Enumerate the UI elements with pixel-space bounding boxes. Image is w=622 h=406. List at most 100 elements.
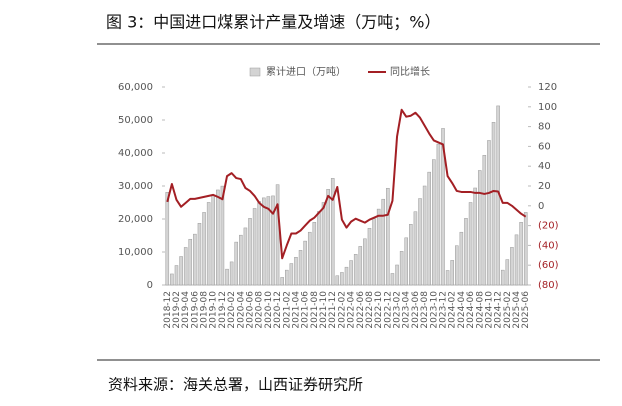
bar bbox=[427, 171, 431, 286]
bar bbox=[284, 269, 289, 286]
x-tick-label: 2020-06 bbox=[246, 291, 256, 329]
x-tick-label: 2022-06 bbox=[356, 291, 366, 329]
bar bbox=[422, 185, 427, 286]
bar bbox=[464, 218, 468, 286]
y2-tick-label: (40) bbox=[538, 240, 559, 251]
y2-tick-label: 0 bbox=[538, 201, 544, 212]
x-tick-label: 2019-06 bbox=[190, 291, 200, 329]
bar bbox=[248, 218, 252, 286]
x-tick-label: 2024-04 bbox=[457, 291, 467, 329]
bar bbox=[441, 128, 445, 286]
bar bbox=[326, 189, 330, 286]
bar bbox=[487, 140, 491, 286]
bar bbox=[243, 227, 248, 286]
bar bbox=[413, 211, 418, 286]
y-tick-label: 20,000 bbox=[118, 214, 153, 225]
bar bbox=[510, 247, 514, 286]
x-tick-label: 2020-08 bbox=[255, 291, 265, 329]
y-tick-label: 0 bbox=[147, 280, 153, 291]
x-tick-label: 2019-12 bbox=[218, 291, 228, 329]
bar bbox=[376, 208, 381, 286]
legend-swatch bbox=[249, 67, 261, 77]
bar bbox=[229, 261, 234, 286]
bar bbox=[262, 197, 266, 286]
bar bbox=[455, 245, 459, 286]
x-tick-label: 2022-08 bbox=[365, 291, 375, 329]
bar bbox=[473, 187, 477, 286]
bar bbox=[303, 240, 307, 286]
bar bbox=[266, 196, 271, 286]
x-tick-label: 2023-12 bbox=[438, 291, 448, 329]
bar bbox=[298, 250, 303, 286]
y2-tick-label: 60 bbox=[538, 141, 551, 152]
y-tick-label: 30,000 bbox=[118, 181, 153, 192]
bar bbox=[294, 257, 298, 286]
bar bbox=[409, 224, 413, 286]
bar bbox=[183, 247, 188, 286]
x-tick-label: 2025-04 bbox=[512, 291, 522, 329]
x-tick-label: 2023-08 bbox=[420, 291, 430, 329]
x-tick-label: 2025-02 bbox=[503, 291, 513, 329]
y2-tick-label: 100 bbox=[538, 102, 557, 113]
bar bbox=[312, 222, 317, 286]
bar bbox=[349, 260, 353, 286]
bar bbox=[202, 212, 206, 286]
y-tick-label: 50,000 bbox=[118, 115, 153, 126]
bar bbox=[170, 273, 174, 286]
bar bbox=[468, 202, 473, 286]
bar bbox=[363, 238, 367, 286]
bar bbox=[340, 272, 344, 286]
x-tick-label: 2021-08 bbox=[310, 291, 320, 329]
bar bbox=[188, 238, 193, 286]
bar bbox=[500, 269, 505, 286]
bar bbox=[257, 201, 261, 286]
bar bbox=[225, 268, 229, 286]
bar bbox=[418, 198, 422, 286]
bar bbox=[523, 212, 528, 286]
bar bbox=[275, 184, 280, 286]
x-tick-label: 2024-08 bbox=[475, 291, 485, 329]
x-tick-label: 2023-10 bbox=[429, 291, 439, 329]
x-tick-label: 2024-06 bbox=[466, 291, 476, 329]
bar bbox=[514, 234, 519, 286]
bar bbox=[432, 159, 436, 286]
x-tick-label: 2021-04 bbox=[291, 291, 301, 329]
y2-tick-label: 40 bbox=[538, 161, 551, 172]
x-tick-label: 2020-02 bbox=[227, 291, 237, 329]
bar bbox=[271, 195, 275, 286]
bar bbox=[491, 122, 496, 286]
bar bbox=[216, 189, 220, 286]
bar bbox=[505, 259, 510, 286]
bar bbox=[344, 266, 349, 286]
source: 资料来源：海关总署，山西证券研究所 bbox=[108, 376, 363, 394]
bar bbox=[321, 202, 326, 286]
bar bbox=[307, 231, 312, 286]
bar bbox=[252, 208, 257, 286]
bar bbox=[165, 192, 170, 286]
line bbox=[166, 108, 527, 260]
bar bbox=[239, 234, 243, 286]
x-tick-label: 2021-10 bbox=[319, 291, 329, 329]
x-tick-label: 2022-10 bbox=[374, 291, 384, 329]
bar bbox=[220, 185, 225, 286]
legend-label: 同比增长 bbox=[390, 65, 430, 78]
bar bbox=[390, 273, 395, 286]
bar bbox=[436, 143, 441, 286]
bar bbox=[358, 246, 363, 286]
x-tick-label: 2020-04 bbox=[236, 291, 246, 329]
x-tick-label: 2023-06 bbox=[411, 291, 421, 329]
x-tick-label: 2018-12 bbox=[163, 291, 173, 329]
bar bbox=[353, 254, 358, 286]
bar bbox=[197, 223, 202, 286]
x-tick-label: 2024-12 bbox=[494, 291, 504, 329]
x-tick-label: 2019-08 bbox=[200, 291, 210, 329]
bar bbox=[372, 218, 376, 286]
bar bbox=[381, 198, 386, 286]
y2-tick-label: (80) bbox=[538, 280, 559, 291]
y2-tick-label: (20) bbox=[538, 221, 559, 232]
x-tick-label: 2019-10 bbox=[209, 291, 219, 329]
bar bbox=[367, 227, 372, 286]
x-tick-label: 2019-02 bbox=[172, 291, 182, 329]
bar bbox=[477, 170, 482, 286]
bar bbox=[330, 178, 335, 286]
